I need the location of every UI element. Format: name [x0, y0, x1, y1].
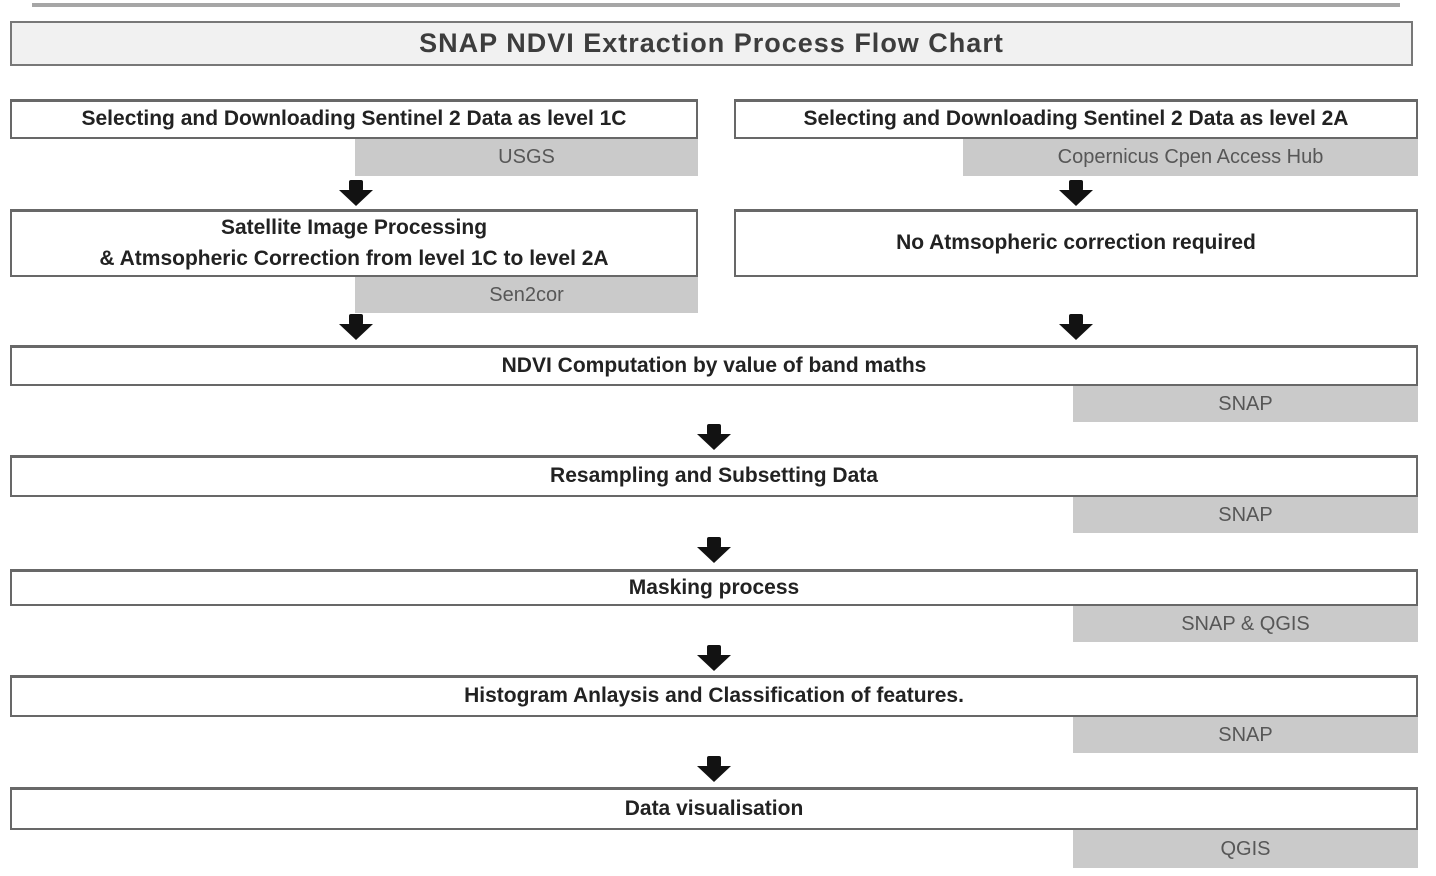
tool-label: SNAP & QGIS: [1181, 612, 1310, 635]
down-arrow-icon: [697, 537, 731, 563]
page-top-rule: [32, 3, 1400, 7]
tool-box-snap-2: SNAP: [1073, 497, 1418, 533]
down-arrow-icon: [697, 756, 731, 782]
step-box-data-visualisation: Data visualisation: [10, 787, 1418, 830]
tool-box-sen2cor: Sen2cor: [355, 277, 698, 313]
tool-box-copernicus: Copernicus Cpen Access Hub: [963, 139, 1418, 176]
tool-label: Copernicus Cpen Access Hub: [1057, 146, 1324, 168]
down-arrow-icon: [1059, 314, 1093, 340]
step-label: Selecting and Downloading Sentinel 2 Dat…: [81, 107, 627, 131]
step-box-ndvi-computation: NDVI Computation by value of band maths: [10, 345, 1418, 386]
step-label: Resampling and Subsetting Data: [550, 464, 878, 488]
tool-box-snap-1: SNAP: [1073, 386, 1418, 422]
chart-title-box: SNAP NDVI Extraction Process Flow Chart: [10, 21, 1413, 66]
step-label-line1: Satellite Image Processing: [220, 216, 488, 240]
step-label: Masking process: [628, 575, 800, 599]
tool-box-usgs: USGS: [355, 139, 698, 176]
tool-box-snap-3: SNAP: [1073, 717, 1418, 753]
step-label: No Atmsopheric correction required: [896, 231, 1256, 255]
page-title: SNAP NDVI Extraction Process Flow Chart: [419, 28, 1004, 58]
tool-label: QGIS: [1220, 837, 1271, 860]
tool-label: SNAP: [1218, 503, 1273, 526]
down-arrow-icon: [1059, 180, 1093, 206]
down-arrow-icon: [697, 645, 731, 671]
step-box-masking: Masking process: [10, 569, 1418, 606]
down-arrow-icon: [339, 180, 373, 206]
step-label-line2: & Atmsopheric Correction from level 1C t…: [99, 246, 609, 270]
tool-label: USGS: [498, 146, 555, 168]
step-label: NDVI Computation by value of band maths: [501, 353, 927, 377]
step-box-no-correction: No Atmsopheric correction required: [734, 209, 1418, 277]
tool-box-qgis: QGIS: [1073, 830, 1418, 868]
tool-box-snap-qgis: SNAP & QGIS: [1073, 606, 1418, 642]
tool-label: Sen2cor: [489, 283, 564, 306]
step-box-select-level1c: Selecting and Downloading Sentinel 2 Dat…: [10, 99, 698, 139]
step-box-image-processing: Satellite Image Processing & Atmsopheric…: [10, 209, 698, 277]
step-box-resampling: Resampling and Subsetting Data: [10, 455, 1418, 497]
step-box-select-level2a: Selecting and Downloading Sentinel 2 Dat…: [734, 99, 1418, 139]
step-label: Selecting and Downloading Sentinel 2 Dat…: [803, 107, 1349, 131]
tool-label: SNAP: [1218, 723, 1273, 746]
down-arrow-icon: [697, 424, 731, 450]
step-label: Histogram Anlaysis and Classification of…: [464, 684, 964, 708]
down-arrow-icon: [339, 314, 373, 340]
step-box-histogram-analysis: Histogram Anlaysis and Classification of…: [10, 675, 1418, 717]
step-label: Data visualisation: [624, 796, 804, 820]
tool-label: SNAP: [1218, 392, 1273, 415]
